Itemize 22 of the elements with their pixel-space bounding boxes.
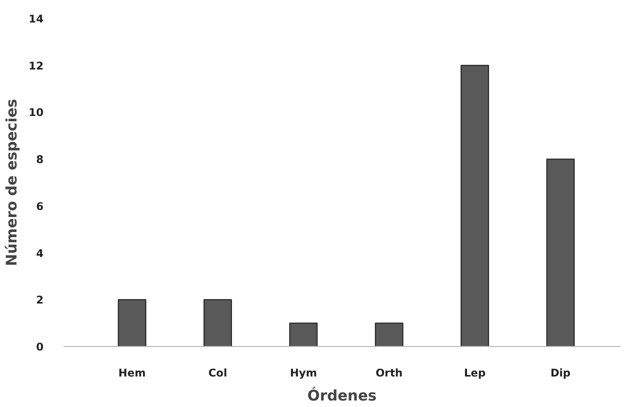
x-tick-label: Hem xyxy=(118,366,146,380)
x-tick-label: Col xyxy=(208,366,228,380)
bar xyxy=(118,299,146,346)
bar xyxy=(460,64,490,346)
x-tick-label: Lep xyxy=(464,366,486,380)
y-tick-label: 10 xyxy=(28,106,44,120)
y-tick-label: 12 xyxy=(28,59,44,72)
x-tick-label: Dip xyxy=(550,366,571,380)
y-tick-label: 2 xyxy=(36,294,44,307)
bar xyxy=(546,158,575,346)
x-axis-title: Órdenes xyxy=(307,386,377,404)
bar xyxy=(204,299,232,346)
y-tick-label: 6 xyxy=(36,200,44,213)
x-tick-label: Hym xyxy=(290,366,317,380)
y-axis-title: Número de especies xyxy=(4,98,21,266)
y-tick-label: 8 xyxy=(36,153,44,166)
bar xyxy=(289,322,318,346)
y-tick-label: 14 xyxy=(28,12,44,26)
bar xyxy=(374,322,404,346)
y-tick-label: 0 xyxy=(36,340,44,354)
y-tick-label: 4 xyxy=(36,246,44,260)
x-tick-label: Orth xyxy=(376,366,403,380)
